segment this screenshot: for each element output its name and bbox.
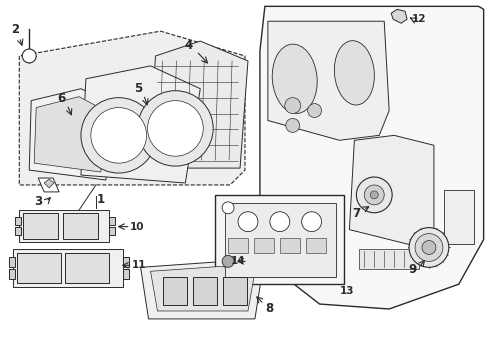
- Bar: [122, 269, 128, 279]
- Bar: [253, 238, 273, 253]
- Bar: [359, 249, 418, 269]
- Polygon shape: [390, 9, 406, 23]
- Text: 6: 6: [57, 92, 65, 105]
- Polygon shape: [260, 6, 483, 309]
- Bar: [15, 217, 21, 225]
- Text: 5: 5: [134, 82, 142, 95]
- Polygon shape: [44, 179, 54, 188]
- Text: 12: 12: [411, 14, 426, 24]
- Ellipse shape: [334, 41, 374, 105]
- Text: 4: 4: [184, 39, 192, 51]
- Circle shape: [137, 91, 213, 166]
- Bar: [108, 227, 115, 235]
- Circle shape: [147, 100, 203, 156]
- Bar: [9, 269, 15, 279]
- Circle shape: [301, 212, 321, 231]
- Circle shape: [81, 98, 156, 173]
- Bar: [65, 253, 108, 283]
- Circle shape: [364, 185, 384, 205]
- Bar: [23, 213, 58, 239]
- Bar: [224, 203, 336, 277]
- Circle shape: [222, 255, 234, 267]
- Polygon shape: [34, 96, 108, 172]
- Circle shape: [369, 191, 377, 199]
- Circle shape: [356, 177, 391, 213]
- Text: 13: 13: [340, 286, 354, 296]
- Polygon shape: [349, 135, 433, 244]
- Text: 1: 1: [97, 193, 104, 206]
- Bar: [13, 249, 122, 287]
- Polygon shape: [148, 41, 247, 168]
- Circle shape: [414, 234, 442, 261]
- Bar: [443, 190, 473, 244]
- Bar: [227, 238, 247, 253]
- Text: 2: 2: [11, 23, 20, 36]
- Bar: [215, 195, 344, 284]
- Bar: [108, 217, 115, 225]
- Polygon shape: [29, 89, 116, 180]
- Bar: [9, 257, 15, 267]
- Polygon shape: [19, 31, 244, 185]
- Text: 14: 14: [230, 256, 245, 266]
- Text: 3: 3: [34, 195, 42, 208]
- Circle shape: [22, 49, 36, 63]
- Bar: [17, 253, 61, 283]
- Circle shape: [421, 240, 435, 255]
- Bar: [163, 277, 187, 305]
- Bar: [305, 238, 325, 253]
- Bar: [223, 277, 246, 305]
- Bar: [19, 210, 108, 242]
- Circle shape: [269, 212, 289, 231]
- Circle shape: [408, 228, 448, 267]
- Bar: [15, 227, 21, 235]
- Circle shape: [222, 202, 234, 214]
- Polygon shape: [150, 266, 253, 311]
- Circle shape: [285, 118, 299, 132]
- Text: 7: 7: [351, 207, 360, 220]
- Text: 10: 10: [129, 222, 143, 231]
- Polygon shape: [81, 66, 200, 183]
- Circle shape: [284, 98, 300, 113]
- Polygon shape: [38, 178, 59, 192]
- Circle shape: [307, 104, 321, 117]
- Circle shape: [238, 212, 257, 231]
- Text: 11: 11: [131, 260, 145, 270]
- Bar: [122, 257, 128, 267]
- Polygon shape: [267, 21, 388, 140]
- Bar: [193, 277, 217, 305]
- Bar: [63, 213, 98, 239]
- Text: 8: 8: [265, 302, 273, 315]
- Ellipse shape: [272, 44, 317, 113]
- Polygon shape: [141, 261, 262, 319]
- Circle shape: [91, 108, 146, 163]
- Bar: [279, 238, 299, 253]
- Text: 9: 9: [407, 263, 415, 276]
